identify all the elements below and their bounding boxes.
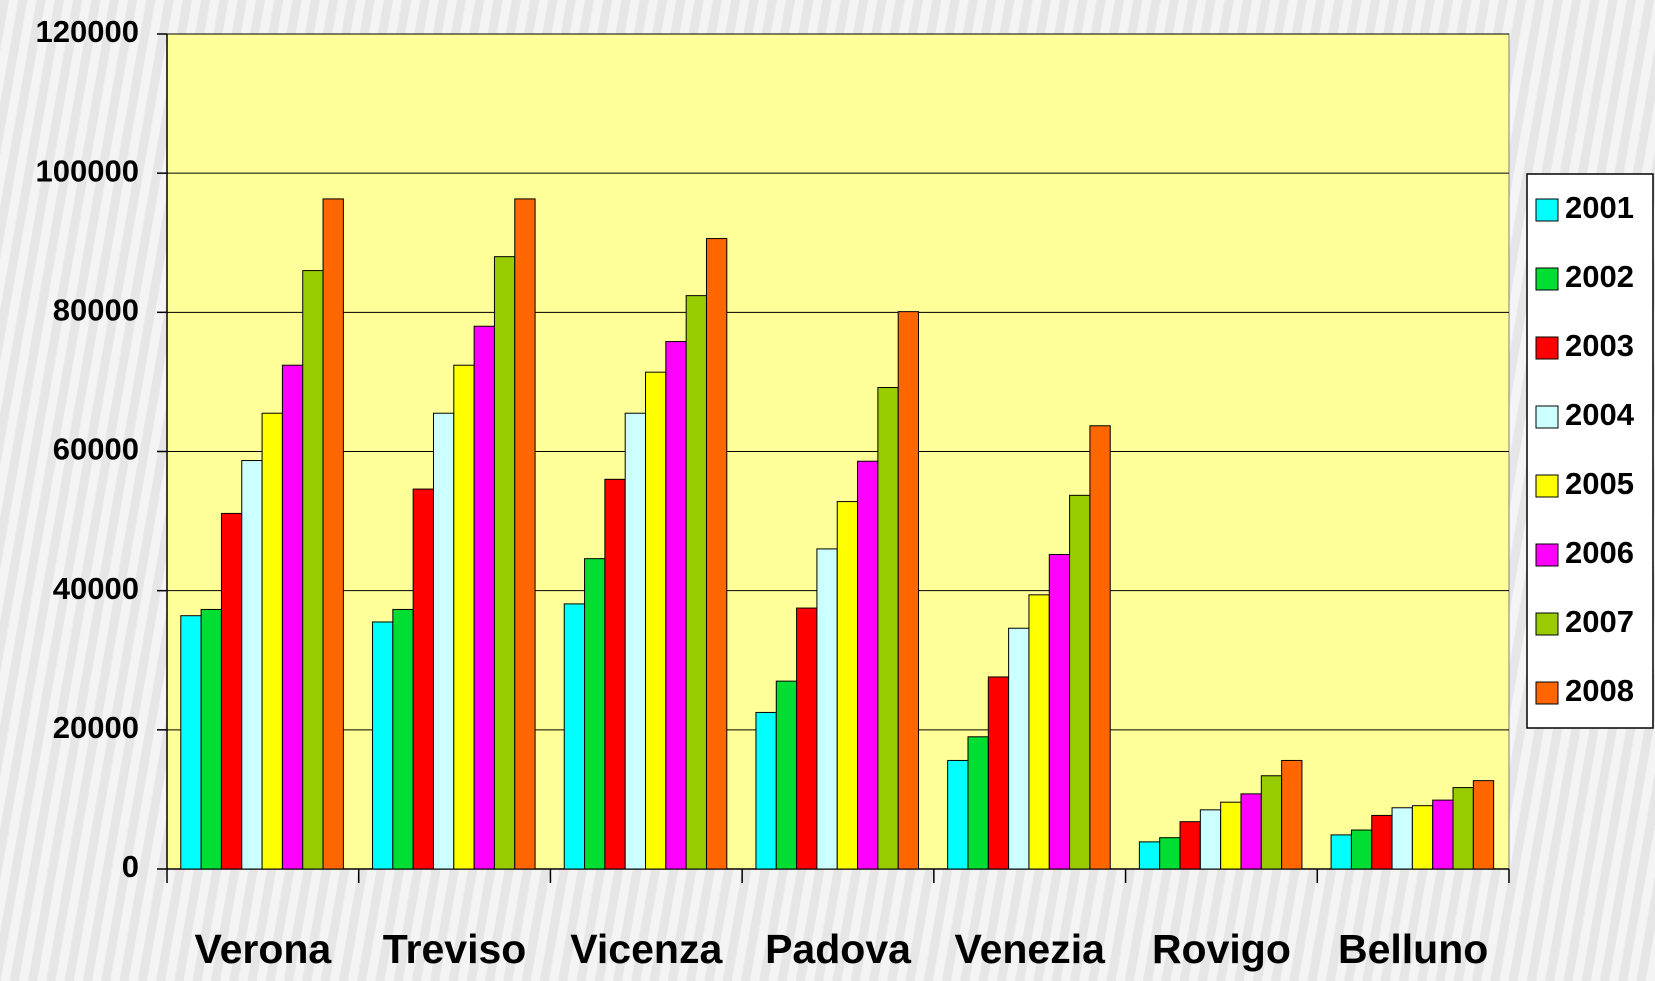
x-tick-label: Rovigo: [1152, 926, 1291, 972]
bar: [877, 386, 899, 870]
x-tick-label: Belluno: [1338, 926, 1488, 972]
bar: [584, 558, 606, 870]
y-tick-label: 60000: [53, 432, 139, 467]
bar: [1350, 829, 1373, 870]
bar: [220, 512, 243, 870]
bar: [685, 295, 707, 870]
bar: [857, 460, 879, 870]
legend-swatch: [1535, 336, 1559, 360]
bar: [1260, 775, 1283, 870]
bar: [241, 460, 263, 870]
bar: [1199, 809, 1222, 870]
bar: [1371, 814, 1393, 870]
legend-swatch: [1535, 474, 1559, 498]
bar: [947, 759, 969, 870]
bar: [705, 238, 728, 870]
bar: [200, 608, 222, 870]
x-tick-label: Verona: [194, 926, 332, 972]
legend-swatch: [1535, 198, 1559, 222]
y-tick-label: 80000: [53, 293, 139, 328]
bar: [796, 607, 818, 870]
legend-label: 2002: [1565, 259, 1634, 294]
bar: [432, 412, 455, 870]
bar: [836, 501, 859, 870]
legend-label: 2006: [1565, 535, 1634, 570]
bar: [1432, 799, 1454, 870]
bar: [473, 325, 495, 870]
y-tick-label: 100000: [36, 153, 139, 188]
y-tick-label: 40000: [53, 571, 139, 606]
legend-label: 2004: [1565, 397, 1635, 432]
bar: [624, 412, 647, 870]
y-tick-label: 0: [122, 849, 139, 884]
bar: [514, 198, 536, 870]
bar: [1281, 759, 1303, 870]
bar: [665, 341, 687, 870]
bar: [392, 608, 414, 870]
bar: [816, 548, 838, 870]
bar: [412, 488, 434, 870]
bar: [775, 680, 798, 870]
legend-label: 2005: [1565, 466, 1634, 501]
legend-swatch: [1535, 267, 1559, 291]
y-tick-label: 120000: [36, 14, 139, 49]
bar: [453, 364, 475, 870]
bar: [967, 736, 989, 870]
bar: [261, 412, 283, 870]
bar: [1138, 841, 1161, 870]
bar: [180, 615, 202, 870]
bar: [1472, 780, 1495, 870]
bar: [1008, 627, 1030, 870]
bar: [604, 478, 626, 870]
legend-label: 2008: [1565, 673, 1634, 708]
legend-label: 2007: [1565, 604, 1634, 639]
bar: [1028, 594, 1050, 870]
bar: [1220, 801, 1242, 870]
bar: [755, 711, 777, 870]
x-tick-label: Venezia: [954, 926, 1106, 972]
bar: [987, 676, 1010, 870]
bar: [322, 198, 344, 870]
legend-label: 2001: [1565, 190, 1634, 225]
bar: [1391, 807, 1413, 870]
bar: [1330, 834, 1352, 870]
bar: [1089, 425, 1111, 870]
bar: [1179, 821, 1201, 870]
x-tick-label: Padova: [765, 926, 912, 972]
bar: [1411, 805, 1434, 870]
bar: [372, 621, 394, 870]
bar: [1240, 793, 1262, 870]
bar: [1159, 837, 1181, 870]
legend-swatch: [1535, 405, 1559, 429]
bar: [897, 311, 920, 870]
bar: [493, 256, 516, 870]
bar: [645, 371, 667, 870]
bar: [1452, 787, 1474, 870]
bar: [1048, 553, 1071, 870]
legend-swatch: [1535, 681, 1559, 705]
bar: [563, 603, 586, 870]
x-tick-label: Vicenza: [570, 926, 723, 972]
legend-swatch: [1535, 543, 1559, 567]
y-tick-label: 20000: [53, 710, 139, 745]
legend-label: 2003: [1565, 328, 1634, 363]
x-tick-label: Treviso: [383, 926, 527, 972]
legend-swatch: [1535, 612, 1559, 636]
bar: [302, 270, 324, 870]
bar: [1069, 494, 1091, 870]
legend-box: [1526, 173, 1654, 729]
bar: [281, 364, 304, 870]
